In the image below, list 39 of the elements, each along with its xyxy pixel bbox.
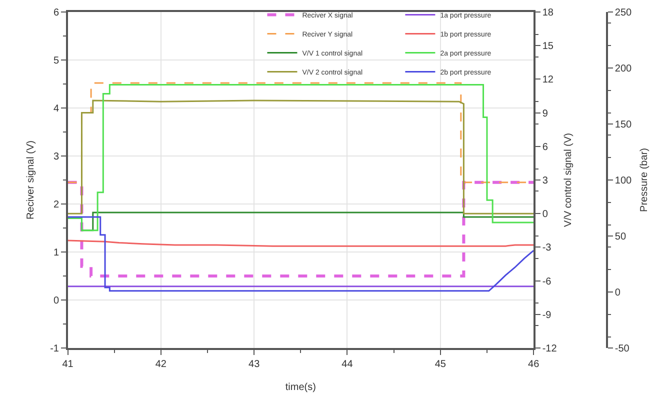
x-tick-label: 45 [434, 358, 446, 370]
y2-axis-title: V/V control signal (V) [563, 133, 574, 227]
y2-tick-label: 0 [542, 209, 548, 220]
y3-tick-label: 150 [614, 120, 632, 130]
y-tick-label: 1 [53, 248, 60, 258]
line-series [68, 100, 534, 214]
y2-tick-label: -3 [542, 242, 552, 254]
y-tick-label: 3 [53, 152, 60, 162]
y-tick-label: -1 [50, 344, 60, 354]
y3-axis-title: Pressure (bar) [639, 148, 650, 212]
y2-tick-label: 15 [542, 41, 554, 52]
x-tick-label: 46 [528, 358, 540, 370]
y2-tick-label: 3 [542, 176, 548, 186]
y3-tick-label: 250 [614, 8, 632, 18]
x-axis-title: time(s) [285, 382, 316, 393]
y2-tick-label: -6 [542, 276, 552, 288]
y-tick-label: 2 [53, 200, 60, 210]
x-tick-label: 41 [62, 358, 74, 370]
y3-tick-label: 200 [614, 64, 632, 74]
y-tick-label: 4 [53, 104, 60, 114]
y2-tick-label: 18 [542, 8, 554, 18]
y2-tick-label: 9 [542, 108, 548, 120]
y-tick-label: 5 [53, 56, 60, 66]
x-tick-label: 44 [342, 358, 354, 370]
y3-tick-label: 0 [614, 288, 621, 298]
x-tick-label: 43 [248, 358, 260, 370]
y3-tick-label: 50 [614, 232, 626, 242]
y3-tick-label: -50 [614, 344, 630, 354]
y3-tick-label: 100 [614, 176, 632, 186]
y2-tick-label: -12 [542, 344, 558, 354]
line-series [68, 216, 534, 292]
y-axis-title: Reciver signal (V) [26, 140, 37, 220]
line-series [68, 84, 534, 232]
y2-tick-label: 6 [542, 142, 548, 153]
x-tick-label: 42 [155, 358, 167, 370]
y2-tick-label: 12 [542, 74, 554, 86]
y-tick-label: 6 [53, 8, 60, 18]
y2-tick-label: -9 [542, 310, 552, 321]
y-tick-label: 0 [53, 296, 60, 306]
